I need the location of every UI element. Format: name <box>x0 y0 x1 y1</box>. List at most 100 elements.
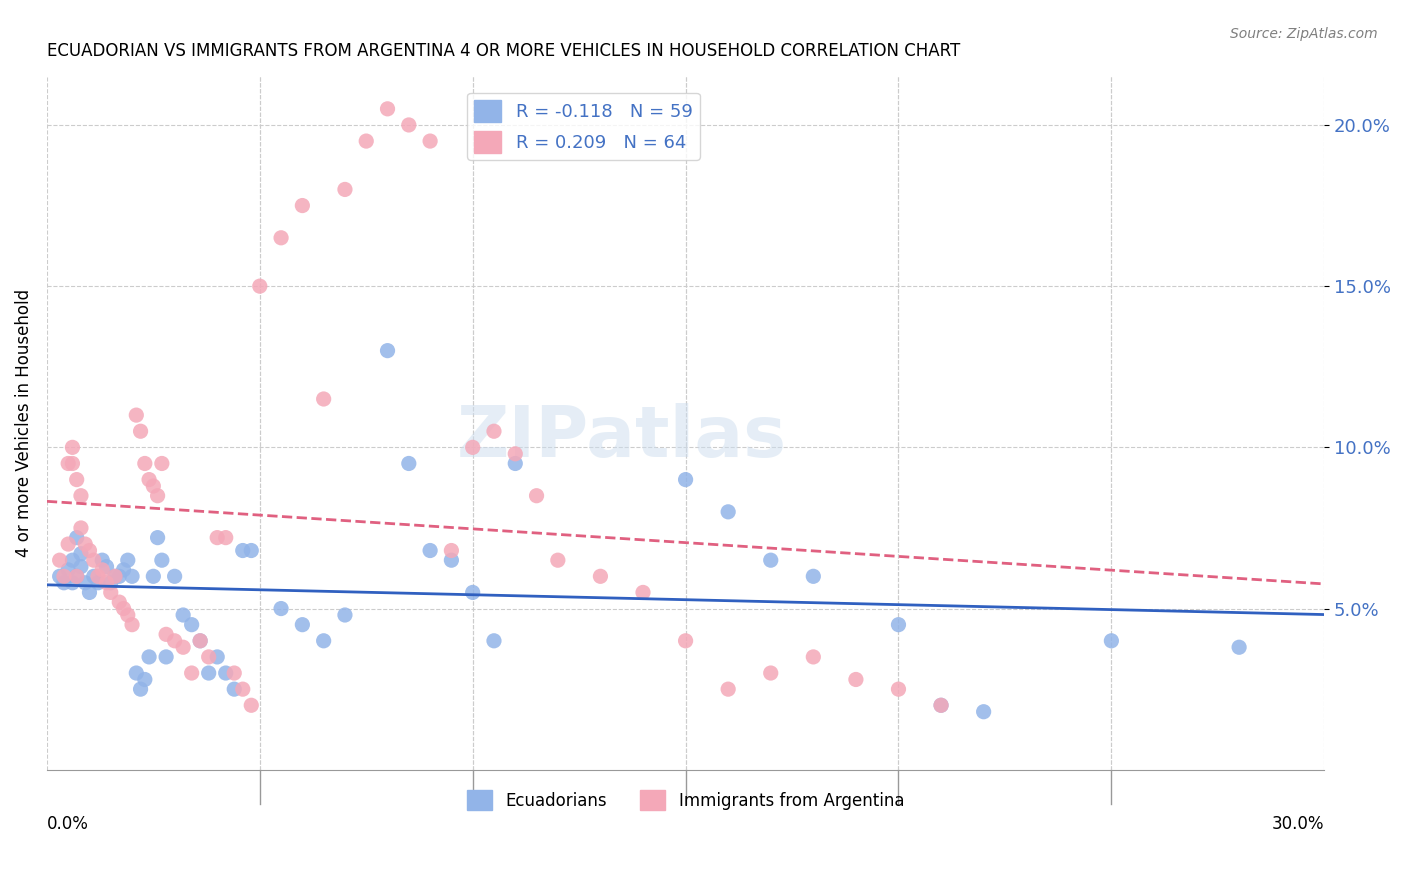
Point <box>79 543 101 558</box>
Point <box>66 473 89 487</box>
Point <box>172 640 194 655</box>
Point <box>291 198 314 212</box>
Point <box>526 489 548 503</box>
Point <box>270 601 292 615</box>
Point <box>138 473 160 487</box>
Point <box>112 601 135 615</box>
Point <box>142 569 165 583</box>
Point <box>759 666 782 681</box>
Point <box>112 563 135 577</box>
Point <box>503 457 526 471</box>
Point <box>197 666 219 681</box>
Point <box>83 569 105 583</box>
Point <box>100 575 122 590</box>
Point <box>419 543 441 558</box>
Point <box>155 649 177 664</box>
Point <box>163 569 186 583</box>
Point <box>232 543 254 558</box>
Point <box>100 585 122 599</box>
Point <box>134 673 156 687</box>
Point <box>312 392 335 406</box>
Point <box>129 682 152 697</box>
Point <box>973 705 995 719</box>
Point <box>377 102 399 116</box>
Point <box>419 134 441 148</box>
Point <box>249 279 271 293</box>
Point <box>150 553 173 567</box>
Point <box>240 698 263 713</box>
Y-axis label: 4 or more Vehicles in Household: 4 or more Vehicles in Household <box>15 289 32 558</box>
Point <box>62 441 84 455</box>
Point <box>461 441 484 455</box>
Point <box>91 563 114 577</box>
Text: Source: ZipAtlas.com: Source: ZipAtlas.com <box>1230 27 1378 41</box>
Point <box>440 543 463 558</box>
Point <box>929 698 952 713</box>
Point <box>104 569 127 583</box>
Point <box>70 489 93 503</box>
Point <box>1099 633 1122 648</box>
Point <box>675 473 697 487</box>
Point <box>887 682 910 697</box>
Point <box>801 649 824 664</box>
Point <box>83 553 105 567</box>
Point <box>142 479 165 493</box>
Point <box>87 569 110 583</box>
Point <box>759 553 782 567</box>
Point <box>56 457 79 471</box>
Point <box>91 553 114 567</box>
Point <box>96 559 118 574</box>
Text: 30.0%: 30.0% <box>1272 814 1324 833</box>
Point <box>482 424 505 438</box>
Point <box>87 575 110 590</box>
Point <box>62 575 84 590</box>
Point <box>270 231 292 245</box>
Point <box>48 553 70 567</box>
Point <box>240 543 263 558</box>
Point <box>125 408 148 422</box>
Point <box>104 569 127 583</box>
Point <box>461 585 484 599</box>
Point <box>62 457 84 471</box>
Point <box>121 617 143 632</box>
Point <box>108 569 131 583</box>
Point <box>887 617 910 632</box>
Point <box>56 537 79 551</box>
Text: ECUADORIAN VS IMMIGRANTS FROM ARGENTINA 4 OR MORE VEHICLES IN HOUSEHOLD CORRELAT: ECUADORIAN VS IMMIGRANTS FROM ARGENTINA … <box>46 42 960 60</box>
Point <box>66 569 89 583</box>
Point <box>377 343 399 358</box>
Point <box>333 182 356 196</box>
Point <box>215 666 238 681</box>
Point <box>232 682 254 697</box>
Point <box>589 569 612 583</box>
Legend: Ecuadorians, Immigrants from Argentina: Ecuadorians, Immigrants from Argentina <box>460 783 911 817</box>
Point <box>146 531 169 545</box>
Point <box>146 489 169 503</box>
Point <box>717 505 740 519</box>
Point <box>180 617 202 632</box>
Point <box>155 627 177 641</box>
Point <box>224 682 246 697</box>
Point <box>108 595 131 609</box>
Point <box>138 649 160 664</box>
Point <box>675 633 697 648</box>
Point <box>929 698 952 713</box>
Text: ZIPatlas: ZIPatlas <box>457 402 787 472</box>
Point <box>717 682 740 697</box>
Point <box>62 553 84 567</box>
Point <box>440 553 463 567</box>
Text: 0.0%: 0.0% <box>46 814 89 833</box>
Point <box>70 547 93 561</box>
Point <box>125 666 148 681</box>
Point <box>1227 640 1250 655</box>
Point <box>96 575 118 590</box>
Point <box>547 553 569 567</box>
Point <box>79 585 101 599</box>
Point <box>52 569 75 583</box>
Point <box>312 633 335 648</box>
Point <box>631 585 654 599</box>
Point <box>398 457 420 471</box>
Point <box>205 531 228 545</box>
Point <box>172 607 194 622</box>
Point <box>56 563 79 577</box>
